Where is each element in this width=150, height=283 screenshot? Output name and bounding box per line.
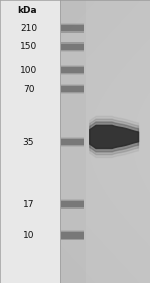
Bar: [61, 145, 84, 147]
Bar: [61, 207, 84, 209]
Bar: [61, 232, 84, 239]
Bar: [61, 42, 84, 44]
Bar: [61, 42, 84, 44]
Bar: [61, 23, 84, 25]
Text: 150: 150: [20, 42, 37, 51]
Bar: [61, 137, 84, 139]
Bar: [61, 65, 84, 67]
Text: 17: 17: [23, 200, 34, 209]
Bar: [61, 200, 84, 201]
Bar: [61, 138, 84, 139]
Bar: [61, 239, 84, 241]
Text: 210: 210: [20, 24, 37, 33]
Bar: [61, 85, 84, 86]
Bar: [61, 31, 84, 33]
Text: 35: 35: [23, 138, 34, 147]
Bar: [61, 24, 84, 25]
Bar: [61, 231, 84, 232]
Bar: [61, 201, 84, 207]
Bar: [61, 50, 84, 52]
Bar: [61, 84, 84, 86]
Text: 100: 100: [20, 66, 37, 75]
Bar: [61, 44, 84, 50]
Bar: [61, 92, 84, 93]
Bar: [61, 199, 84, 201]
Bar: [61, 230, 84, 232]
Bar: [61, 139, 84, 145]
Text: kDa: kDa: [17, 6, 37, 15]
Bar: [61, 73, 84, 74]
Bar: [61, 239, 84, 240]
Bar: [61, 86, 84, 92]
Text: 70: 70: [23, 85, 34, 94]
Bar: [61, 92, 84, 94]
Bar: [61, 66, 84, 67]
Text: 10: 10: [23, 231, 34, 240]
Bar: [0, 0, 60, 283]
Bar: [60, 0, 86, 283]
Bar: [61, 207, 84, 209]
Bar: [61, 50, 84, 51]
Bar: [61, 31, 84, 33]
Bar: [61, 25, 84, 31]
Bar: [61, 145, 84, 146]
Bar: [61, 67, 84, 73]
Bar: [61, 73, 84, 75]
